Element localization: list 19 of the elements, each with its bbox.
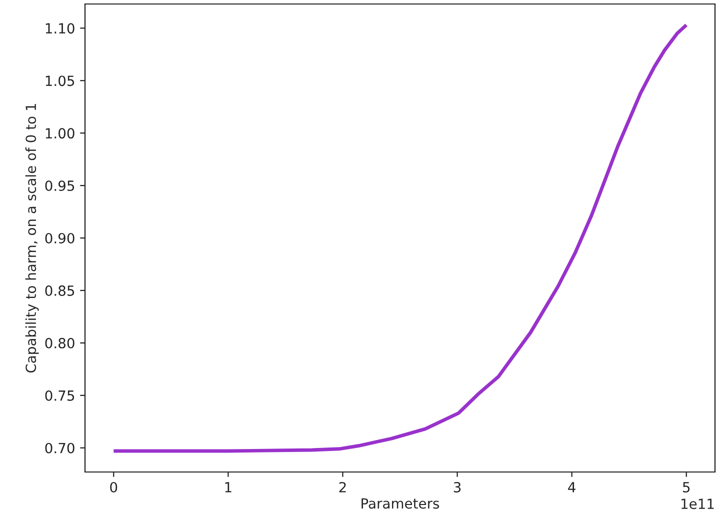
y-tick-label: 1.00 [46, 128, 74, 139]
y-axis-title: Capability to harm, on a scale of 0 to 1 [25, 104, 39, 373]
y-tick-label: 0.75 [45, 390, 74, 401]
y-tick-label: 0.70 [45, 442, 74, 454]
x-tick-label: 1 [225, 482, 232, 492]
y-tick-label: 1.10 [46, 23, 74, 34]
y-tick-label: 0.95 [45, 180, 74, 192]
x-tick-label: 0 [110, 482, 118, 492]
text: 1e11 [681, 498, 714, 510]
y-tick-label: 0.90 [45, 232, 74, 244]
y-tick-label: 0.85 [45, 285, 74, 296]
x-axis-title: Parameters [362, 498, 440, 509]
y-tick-label: 0.80 [45, 338, 74, 348]
line-series [112, 23, 688, 453]
x-tick-label: 3 [454, 482, 461, 492]
x-tick-label: 2 [339, 482, 346, 492]
y-tick-label: 1.05 [46, 76, 74, 86]
x-tick-label: 5 [683, 482, 690, 492]
x-tick-label: 4 [568, 482, 576, 492]
